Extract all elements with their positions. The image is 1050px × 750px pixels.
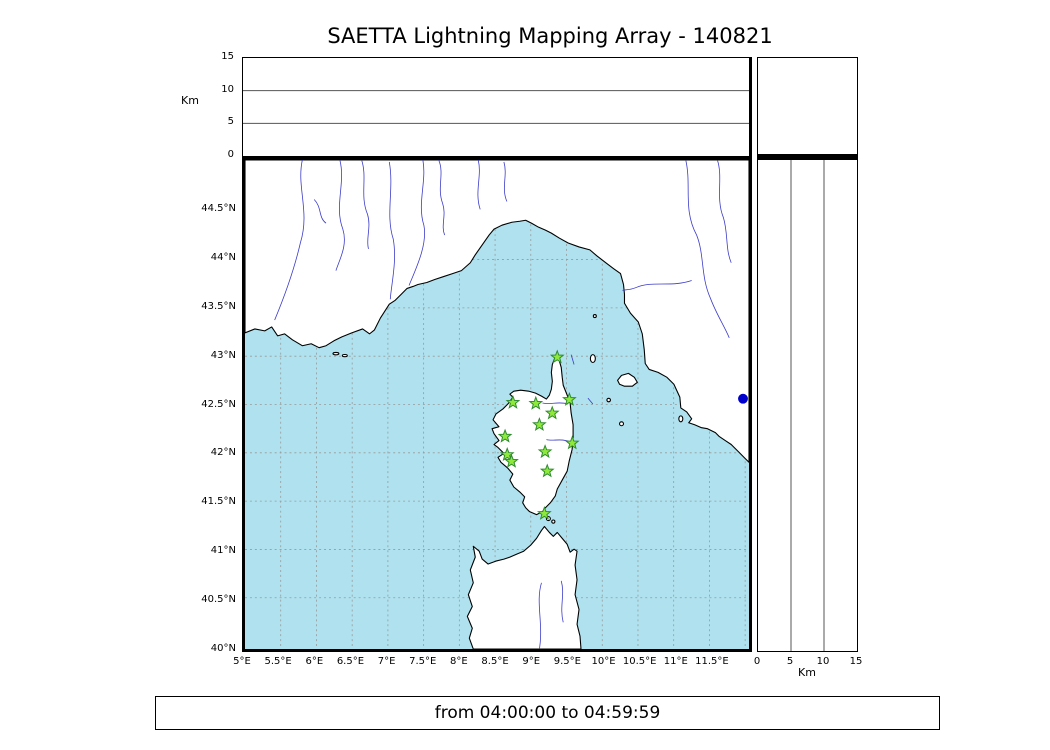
station-star-marker [537, 444, 553, 459]
sea-mark [570, 354, 575, 365]
sea-mark [587, 397, 594, 405]
station-star-marker [544, 405, 560, 420]
lat-tick-label: 44°N [210, 251, 236, 263]
hyeres-island-2 [341, 353, 348, 358]
river [538, 582, 542, 649]
station-star-marker [499, 447, 515, 461]
hyeres-island-1 [332, 351, 340, 356]
right-altitude-tick-label: 10 [816, 656, 830, 667]
pianosa-island [606, 397, 611, 403]
right-panel-km-label: Km [798, 666, 816, 679]
rivers [274, 160, 732, 649]
lat-tick-label: 40°N [210, 643, 236, 654]
lon-tick-label: 6°E [305, 656, 324, 667]
top-panel-gridlines [243, 90, 749, 124]
lon-tick-label: 9.5°E [553, 656, 581, 667]
station-star-marker [564, 435, 580, 450]
lat-tick-label: 42.5°N [201, 398, 236, 410]
lon-tick-label: 5°E [233, 656, 251, 667]
river [477, 160, 481, 210]
map-canvas [245, 160, 749, 649]
river-arno [622, 280, 692, 291]
river-tiber [685, 160, 730, 338]
river [717, 160, 732, 263]
capraia-island [589, 354, 596, 364]
lon-tick-label: 9°E [522, 656, 541, 667]
right-altitude-tick-label: 5 [786, 656, 794, 667]
time-range-text: from 04:00:00 to 04:59:59 [434, 703, 661, 723]
event-dot-marker [738, 393, 748, 404]
river [408, 160, 425, 286]
lat-tick-label: 40.5°N [201, 594, 236, 606]
station-star-marker [528, 395, 544, 410]
top-altitude-tick-label: 15 [221, 51, 234, 62]
river [361, 160, 370, 250]
altitude-latitude-panel [757, 157, 858, 652]
lat-tick-label: 42°N [210, 447, 236, 459]
event-markers [738, 393, 748, 404]
right-altitude-tick-label: 15 [849, 656, 863, 667]
top-altitude-tick-label: 5 [227, 116, 234, 128]
lon-tick-label: 11°E [663, 656, 688, 667]
landmasses [245, 160, 749, 649]
station-star-marker [532, 417, 547, 432]
station-star-marker [505, 394, 521, 409]
river [388, 161, 395, 300]
river [438, 160, 445, 236]
station-star-marker [504, 453, 519, 468]
station-star-marker [537, 505, 552, 520]
lon-tick-label: 11.5°E [695, 656, 729, 667]
lon-tick-label: 10°E [591, 656, 616, 667]
lon-tick-label: 8°E [450, 656, 468, 667]
right-altitude-tick-label: 0 [753, 656, 761, 667]
lat-tick-label: 43°N [210, 349, 236, 361]
sardinia-island [466, 525, 582, 649]
lon-tick-label: 7.5°E [409, 656, 437, 667]
station-star-marker [539, 463, 555, 478]
lat-tick-label: 41°N [210, 545, 236, 557]
top-altitude-tick-label: 10 [221, 83, 234, 95]
river [560, 580, 564, 623]
river [313, 199, 327, 224]
time-range-box: from 04:00:00 to 04:59:59 [155, 696, 940, 730]
lat-tick-label: 43.5°N [201, 300, 236, 312]
top-panel-km-label: Km [181, 94, 199, 107]
right-panel-gridlines [790, 160, 825, 651]
lon-tick-label: 6.5°E [336, 656, 365, 667]
lon-tick-label: 5.5°E [264, 656, 292, 667]
altitude-longitude-panel [242, 57, 752, 157]
figure-title: SAETTA Lightning Mapping Array - 140821 [327, 24, 773, 48]
corner-box [757, 57, 858, 157]
station-star-marker [549, 349, 565, 364]
maddalena-island-2 [551, 519, 556, 524]
station-markers [497, 349, 580, 520]
giglio-island [678, 415, 684, 423]
gorgona-island [592, 314, 597, 319]
mainland-coast [245, 160, 749, 463]
station-star-marker [497, 428, 513, 443]
map-panel [242, 157, 752, 652]
river [503, 161, 508, 202]
lon-tick-label: 8.5°E [481, 656, 509, 667]
lon-tick-label: 10.5°E [622, 656, 657, 667]
river [274, 160, 305, 321]
station-star-marker [562, 391, 577, 406]
lat-tick-label: 44.5°N [201, 202, 236, 214]
top-altitude-tick-label: 0 [227, 149, 234, 160]
lon-tick-label: 7°E [377, 656, 396, 667]
elba-island [617, 372, 638, 387]
montecristo-island [618, 421, 625, 427]
lat-tick-label: 41.5°N [201, 496, 236, 508]
river [335, 160, 345, 271]
